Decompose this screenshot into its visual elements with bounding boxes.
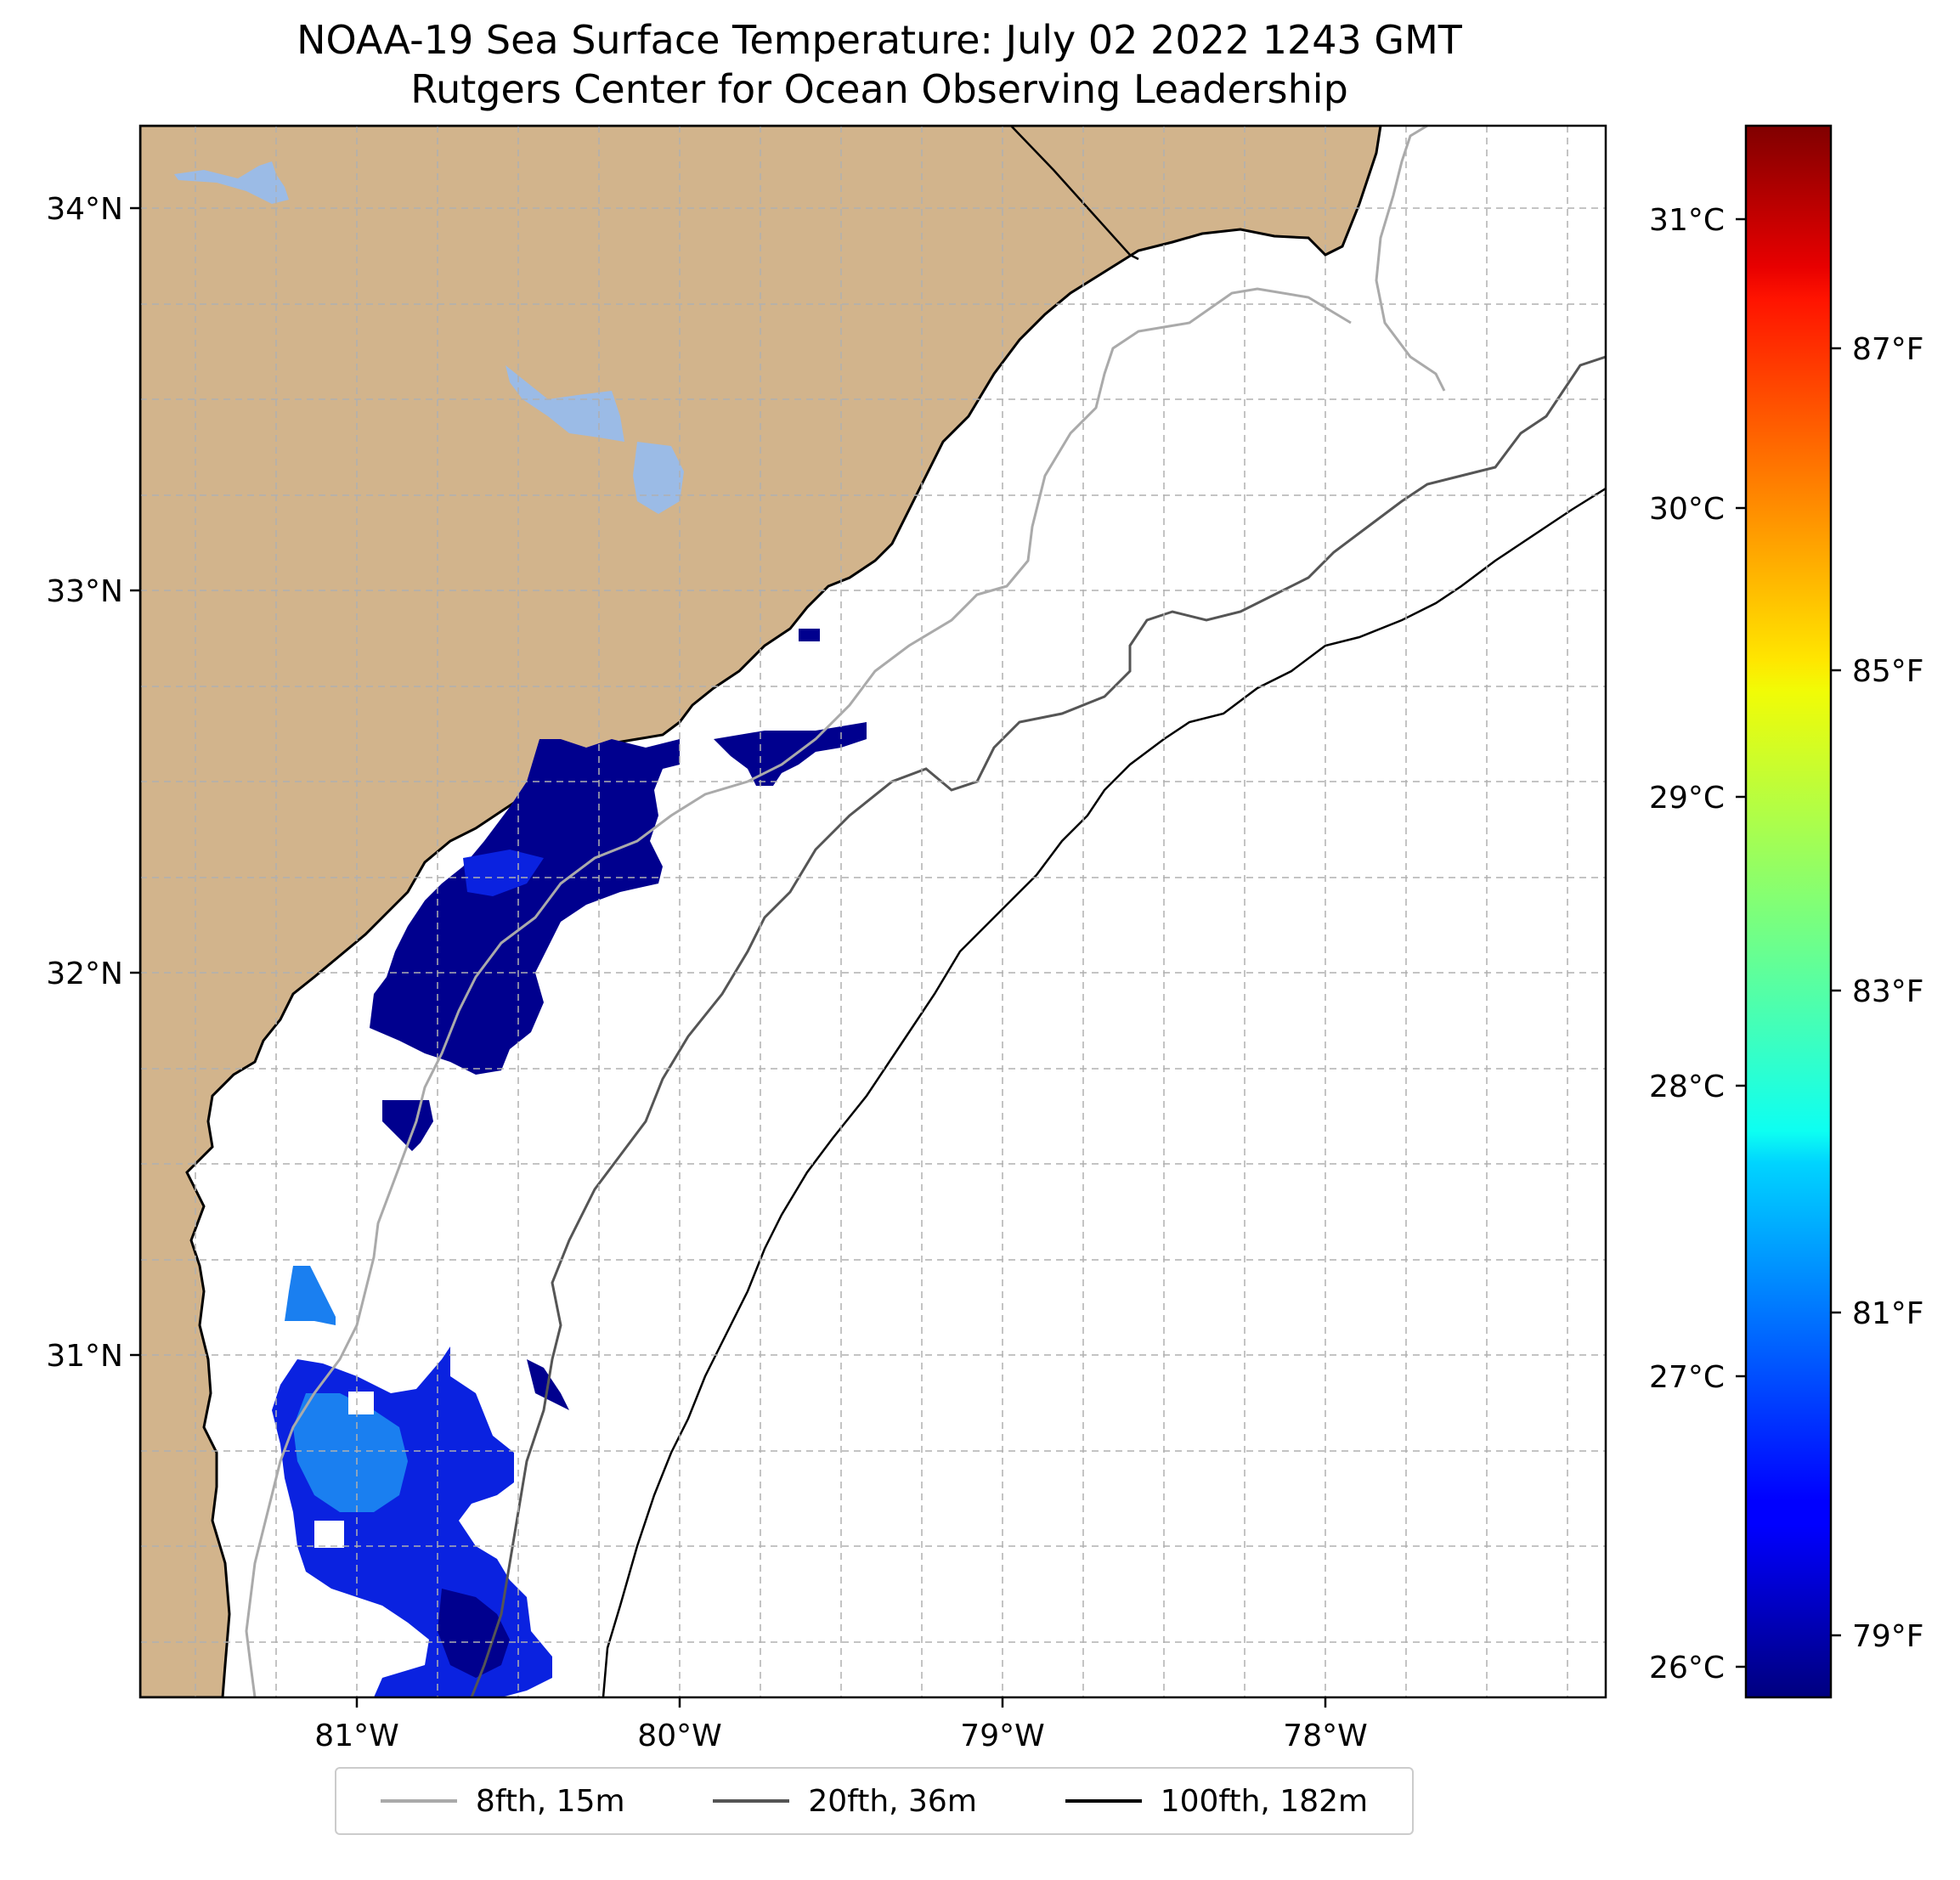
lake-marion [174,161,289,204]
colorbar-label-83f: 83°F [1852,974,1924,1009]
lat-label-33: 33°N [46,574,123,609]
colorbar-fahrenheit-ticks [1831,347,1841,1637]
isobath-100fth [602,487,1606,1697]
isobath-legend: 8fth, 15m 20fth, 36m 100fth, 182m [335,1767,1414,1835]
colorbar-label-26c: 26°C [1649,1651,1725,1685]
isobath-8fth [245,126,1446,1697]
colorbar-label-28c: 28°C [1649,1070,1725,1104]
lon-label-79: 79°W [960,1719,1044,1753]
colorbar-label-81f: 81°F [1852,1296,1924,1331]
map-title-line2: Rutgers Center for Ocean Observing Leade… [410,66,1348,112]
lake-moultrie [506,365,624,442]
legend-swatch-8fth [380,1799,457,1803]
colorbar-label-87f: 87°F [1852,332,1924,367]
colorbar [1744,124,1833,1699]
sst-observations [272,629,867,1697]
map-area [140,126,1606,1697]
colorbar-label-85f: 85°F [1852,654,1924,689]
isobath-20fth [470,355,1606,1697]
axis-ticks [130,206,1327,1708]
legend-label-8fth: 8fth, 15m [475,1783,625,1819]
colorbar-label-31c: 31°C [1649,203,1725,238]
legend-item-20fth: 20fth, 36m [713,1784,977,1819]
lon-label-81: 81°W [314,1719,398,1753]
legend-swatch-100fth [1065,1799,1142,1803]
lat-label-32: 32°N [46,957,123,991]
map-frame [138,124,1607,1699]
lon-label-80: 80°W [637,1719,721,1753]
colorbar-celsius-ticks [1736,217,1746,1668]
legend-item-100fth: 100fth, 182m [1065,1784,1368,1819]
lat-label-31: 31°N [46,1339,123,1374]
lon-label-78: 78°W [1283,1719,1367,1753]
colorbar-label-27c: 27°C [1649,1360,1725,1395]
legend-item-8fth: 8fth, 15m [380,1783,625,1819]
map-title-line1: NOAA-19 Sea Surface Temperature: July 02… [297,17,1462,63]
legend-label-100fth: 100fth, 182m [1160,1783,1369,1819]
gridlines [140,126,1606,1697]
colorbar-label-79f: 79°F [1852,1619,1924,1654]
colorbar-label-30c: 30°C [1649,492,1725,527]
lat-label-34: 34°N [46,192,123,227]
colorbar-label-29c: 29°C [1649,781,1725,816]
legend-label-20fth: 20fth, 36m [808,1783,977,1819]
state-border [1010,126,1139,261]
legend-swatch-20fth [713,1799,790,1803]
